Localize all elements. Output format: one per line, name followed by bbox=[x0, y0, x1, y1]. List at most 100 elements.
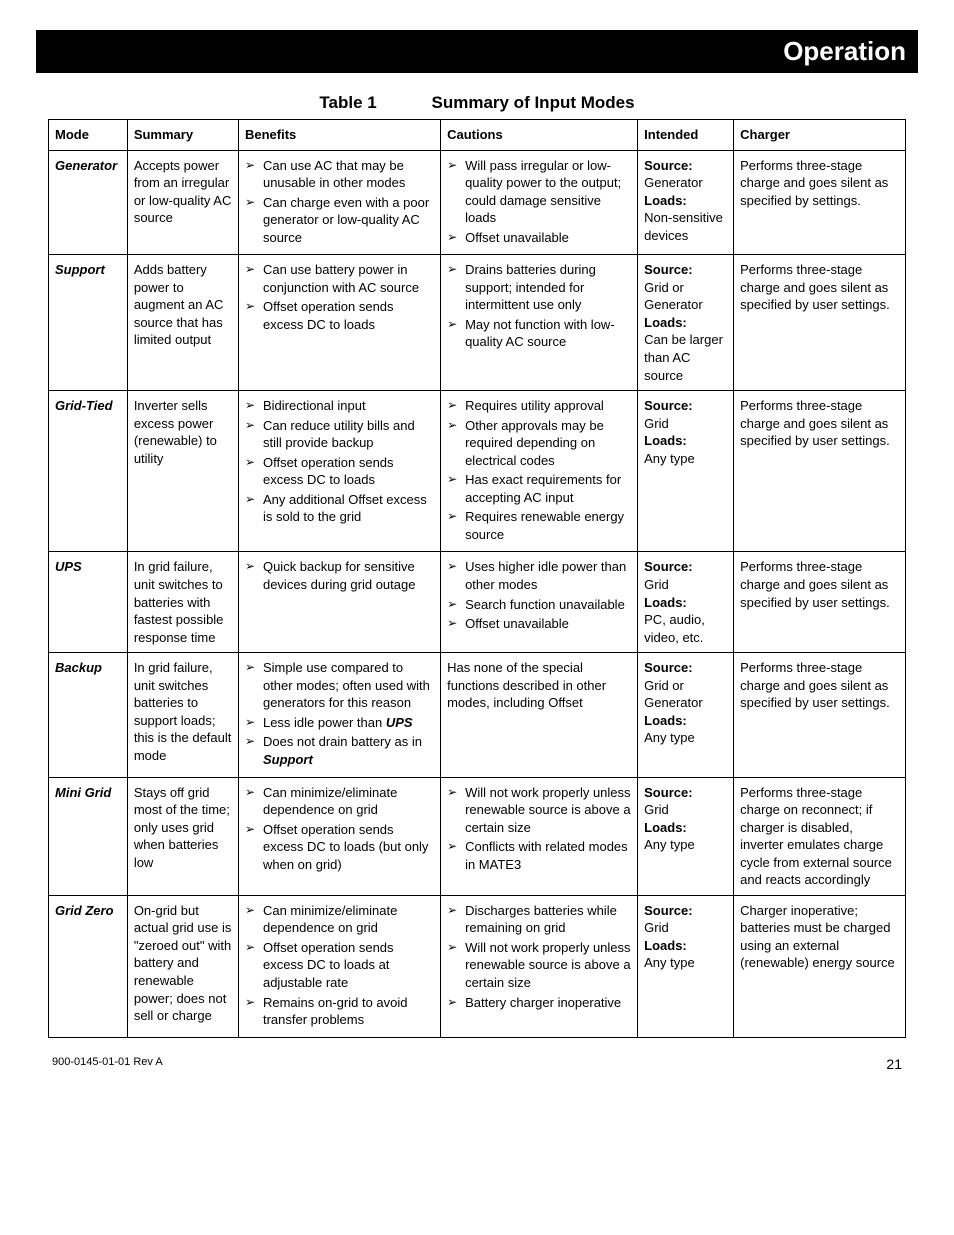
loads-label: Loads: bbox=[644, 315, 687, 330]
loads-value: Any type bbox=[644, 837, 695, 852]
source-value: Grid or Generator bbox=[644, 678, 703, 711]
loads-label: Loads: bbox=[644, 193, 687, 208]
source-label: Source: bbox=[644, 262, 692, 277]
summary-cell: In grid failure, unit switches to batter… bbox=[127, 552, 238, 653]
list-item: Simple use compared to other modes; ofte… bbox=[245, 659, 434, 712]
table-number: Table 1 bbox=[319, 93, 376, 112]
list-item: Requires utility approval bbox=[447, 397, 631, 415]
list-item: Bidirectional input bbox=[245, 397, 434, 415]
cautions-cell: Uses higher idle power than other modes S… bbox=[441, 552, 638, 653]
footer-rev: 900-0145-01-01 Rev A bbox=[52, 1056, 163, 1072]
header-title: Operation bbox=[783, 36, 906, 66]
mode-name: Mini Grid bbox=[55, 785, 111, 800]
charger-cell: Performs three-stage charge and goes sil… bbox=[734, 653, 906, 777]
list-item: Offset unavailable bbox=[447, 615, 631, 633]
charger-cell: Performs three-stage charge and goes sil… bbox=[734, 391, 906, 552]
source-label: Source: bbox=[644, 398, 692, 413]
list-item: Uses higher idle power than other modes bbox=[447, 558, 631, 593]
intended-cell: Source: Generator Loads: Non-sensitive devi… bbox=[638, 150, 734, 255]
list-item: Can minimize/eliminate dependence on gri… bbox=[245, 902, 434, 937]
list-item: Battery charger inoperative bbox=[447, 994, 631, 1012]
table-row: BackupIn grid failure, unit switches bat… bbox=[49, 653, 906, 777]
source-value: Generator bbox=[644, 175, 703, 190]
table-row: Mini Grid Stays off grid most of the time… bbox=[49, 777, 906, 895]
list-item: Offset operation sends excess DC to load… bbox=[245, 298, 434, 333]
mode-name: Grid-Tied bbox=[55, 398, 113, 413]
col-intended: Intended bbox=[638, 120, 734, 151]
page-header: Operation bbox=[36, 30, 918, 73]
list-item: May not function with low-quality AC sou… bbox=[447, 316, 631, 351]
source-value: Grid bbox=[644, 416, 669, 431]
list-item: Will not work properly unless renewable … bbox=[447, 784, 631, 837]
source-value: Grid or Generator bbox=[644, 280, 703, 313]
charger-cell: Charger inoperative; batteries must be c… bbox=[734, 895, 906, 1037]
source-label: Source: bbox=[644, 158, 692, 173]
source-value: Grid bbox=[644, 920, 669, 935]
charger-cell: Performs three-stage charge and goes sil… bbox=[734, 150, 906, 255]
list-item: Drains batteries during support; intende… bbox=[447, 261, 631, 314]
cautions-cell: Has none of the special functions descri… bbox=[441, 653, 638, 777]
col-mode: Mode bbox=[49, 120, 128, 151]
summary-cell: Adds battery power to augment an AC sour… bbox=[127, 255, 238, 391]
loads-value: Non-sensitive devices bbox=[644, 210, 723, 243]
list-item: Discharges batteries while remaining on … bbox=[447, 902, 631, 937]
intended-cell: Source:Grid or GeneratorLoads:Any type bbox=[638, 653, 734, 777]
loads-label: Loads: bbox=[644, 713, 687, 728]
list-item: Will not work properly unless renewable … bbox=[447, 939, 631, 992]
list-item: Can use AC that may be unusable in other… bbox=[245, 157, 434, 192]
list-item: Offset operation sends excess DC to load… bbox=[245, 454, 434, 489]
loads-label: Loads: bbox=[644, 433, 687, 448]
loads-value: Any type bbox=[644, 730, 695, 745]
mode-name: Backup bbox=[55, 660, 102, 675]
table-title: Summary of Input Modes bbox=[431, 93, 634, 112]
list-item: Offset unavailable bbox=[447, 229, 631, 247]
list-item: Requires renewable energy source bbox=[447, 508, 631, 543]
benefits-cell: Can use AC that may be unusable in other… bbox=[238, 150, 440, 255]
mode-name: Support bbox=[55, 262, 105, 277]
col-summary: Summary bbox=[127, 120, 238, 151]
list-item: Offset operation sends excess DC to load… bbox=[245, 821, 434, 874]
list-item: Will pass irregular or low-quality power… bbox=[447, 157, 631, 227]
table-row: Grid-Tied Inverter sells excess power (re… bbox=[49, 391, 906, 552]
source-label: Source: bbox=[644, 903, 692, 918]
list-item: Other approvals may be required dependin… bbox=[447, 417, 631, 470]
charger-cell: Performs three-stage charge on reconnect… bbox=[734, 777, 906, 895]
summary-cell: Inverter sells excess power (renewable) … bbox=[127, 391, 238, 552]
cautions-cell: Drains batteries during support; intende… bbox=[441, 255, 638, 391]
list-item: Search function unavailable bbox=[447, 596, 631, 614]
list-item: Has exact requirements for accepting AC … bbox=[447, 471, 631, 506]
list-item: Offset operation sends excess DC to load… bbox=[245, 939, 434, 992]
list-item: Less idle power than UPS bbox=[245, 714, 434, 732]
source-value: Grid bbox=[644, 577, 669, 592]
source-value: Grid bbox=[644, 802, 669, 817]
col-cautions: Cautions bbox=[441, 120, 638, 151]
list-item: Any additional Offset excess is sold to … bbox=[245, 491, 434, 526]
list-item: Can minimize/eliminate dependence on gri… bbox=[245, 784, 434, 819]
source-label: Source: bbox=[644, 785, 692, 800]
benefits-cell: Can use battery power in conjunction wit… bbox=[238, 255, 440, 391]
table-row: GeneratorAccepts power from an irregular… bbox=[49, 150, 906, 255]
list-item: Can use battery power in conjunction wit… bbox=[245, 261, 434, 296]
col-charger: Charger bbox=[734, 120, 906, 151]
table-header-row: Mode Summary Benefits Cautions Intended … bbox=[49, 120, 906, 151]
loads-label: Loads: bbox=[644, 595, 687, 610]
intended-cell: Source:GridLoads:Any type bbox=[638, 391, 734, 552]
cautions-cell: Requires utility approval Other approvals… bbox=[441, 391, 638, 552]
intended-cell: Source: Grid Loads: Any type bbox=[638, 895, 734, 1037]
charger-cell: Performs three-stage charge and goes sil… bbox=[734, 552, 906, 653]
benefits-cell: Bidirectional input Can reduce utility bi… bbox=[238, 391, 440, 552]
input-modes-table: Mode Summary Benefits Cautions Intended … bbox=[48, 119, 906, 1038]
loads-value: Any type bbox=[644, 955, 695, 970]
benefits-cell: Can minimize/eliminate dependence on gri… bbox=[238, 777, 440, 895]
table-row: Grid Zero On-grid but actual grid use is … bbox=[49, 895, 906, 1037]
list-item: Can reduce utility bills and still provi… bbox=[245, 417, 434, 452]
summary-cell: On-grid but actual grid use is "zeroed o… bbox=[127, 895, 238, 1037]
table-caption: Table 1 Summary of Input Modes bbox=[48, 93, 906, 113]
loads-label: Loads: bbox=[644, 820, 687, 835]
summary-cell: Stays off grid most of the time; only us… bbox=[127, 777, 238, 895]
footer-page: 21 bbox=[886, 1056, 902, 1072]
mode-name: Grid Zero bbox=[55, 903, 114, 918]
loads-label: Loads: bbox=[644, 938, 687, 953]
benefits-cell: Can minimize/eliminate dependence on gri… bbox=[238, 895, 440, 1037]
charger-cell: Performs three-stage charge and goes sil… bbox=[734, 255, 906, 391]
